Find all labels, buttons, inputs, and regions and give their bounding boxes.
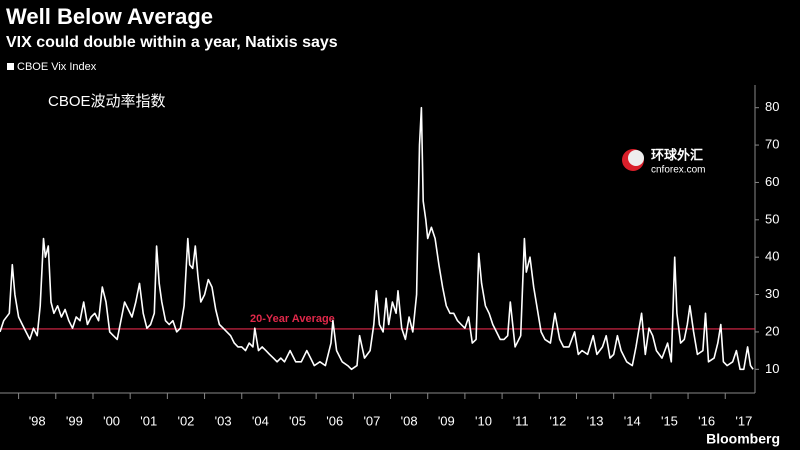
x-tick-label: '17 [735, 413, 752, 428]
source: Bloomberg [706, 431, 780, 447]
x-tick-label: '13 [587, 413, 604, 428]
x-tick-label: '14 [624, 413, 641, 428]
y-tick-label: 10 [765, 361, 779, 376]
y-tick-label: 60 [765, 174, 779, 189]
x-tick-label: '11 [513, 413, 529, 428]
y-tick-label: 30 [765, 286, 779, 301]
x-tick-label: '12 [549, 413, 566, 428]
x-tick-label: '05 [289, 413, 306, 428]
x-tick-label: '08 [401, 413, 418, 428]
x-tick-label: '99 [66, 413, 83, 428]
y-tick-label: 70 [765, 137, 779, 152]
x-tick-label: '10 [475, 413, 492, 428]
x-tick-label: '00 [103, 413, 120, 428]
chart-title: Well Below Average [6, 4, 213, 29]
legend-swatch [7, 63, 14, 70]
y-tick-label: 80 [765, 99, 779, 114]
x-tick-label: '04 [252, 413, 269, 428]
y-tick-label: 20 [765, 323, 779, 338]
x-tick-label: '01 [140, 413, 157, 428]
x-tick-label: '15 [661, 413, 678, 428]
y-tick-label: 40 [765, 249, 779, 264]
x-tick-label: '06 [326, 413, 343, 428]
watermark-logo [628, 150, 644, 166]
x-tick-label: '98 [29, 413, 46, 428]
legend-label: CBOE Vix Index [17, 61, 97, 73]
x-tick-label: '07 [363, 413, 380, 428]
chart-subtitle: VIX could double within a year, Natixis … [6, 34, 338, 51]
y-tick-label: 50 [765, 211, 779, 226]
watermark-name: 环球外汇 [651, 147, 703, 162]
watermark-site: cnforex.com [651, 165, 705, 176]
x-tick-label: '16 [698, 413, 715, 428]
vix-line [0, 106, 754, 371]
overlay-label: CBOE波动率指数 [48, 93, 166, 110]
x-tick-label: '09 [438, 413, 455, 428]
average-label: 20-Year Average [250, 313, 335, 325]
x-tick-label: '02 [177, 413, 194, 428]
x-tick-label: '03 [215, 413, 232, 428]
